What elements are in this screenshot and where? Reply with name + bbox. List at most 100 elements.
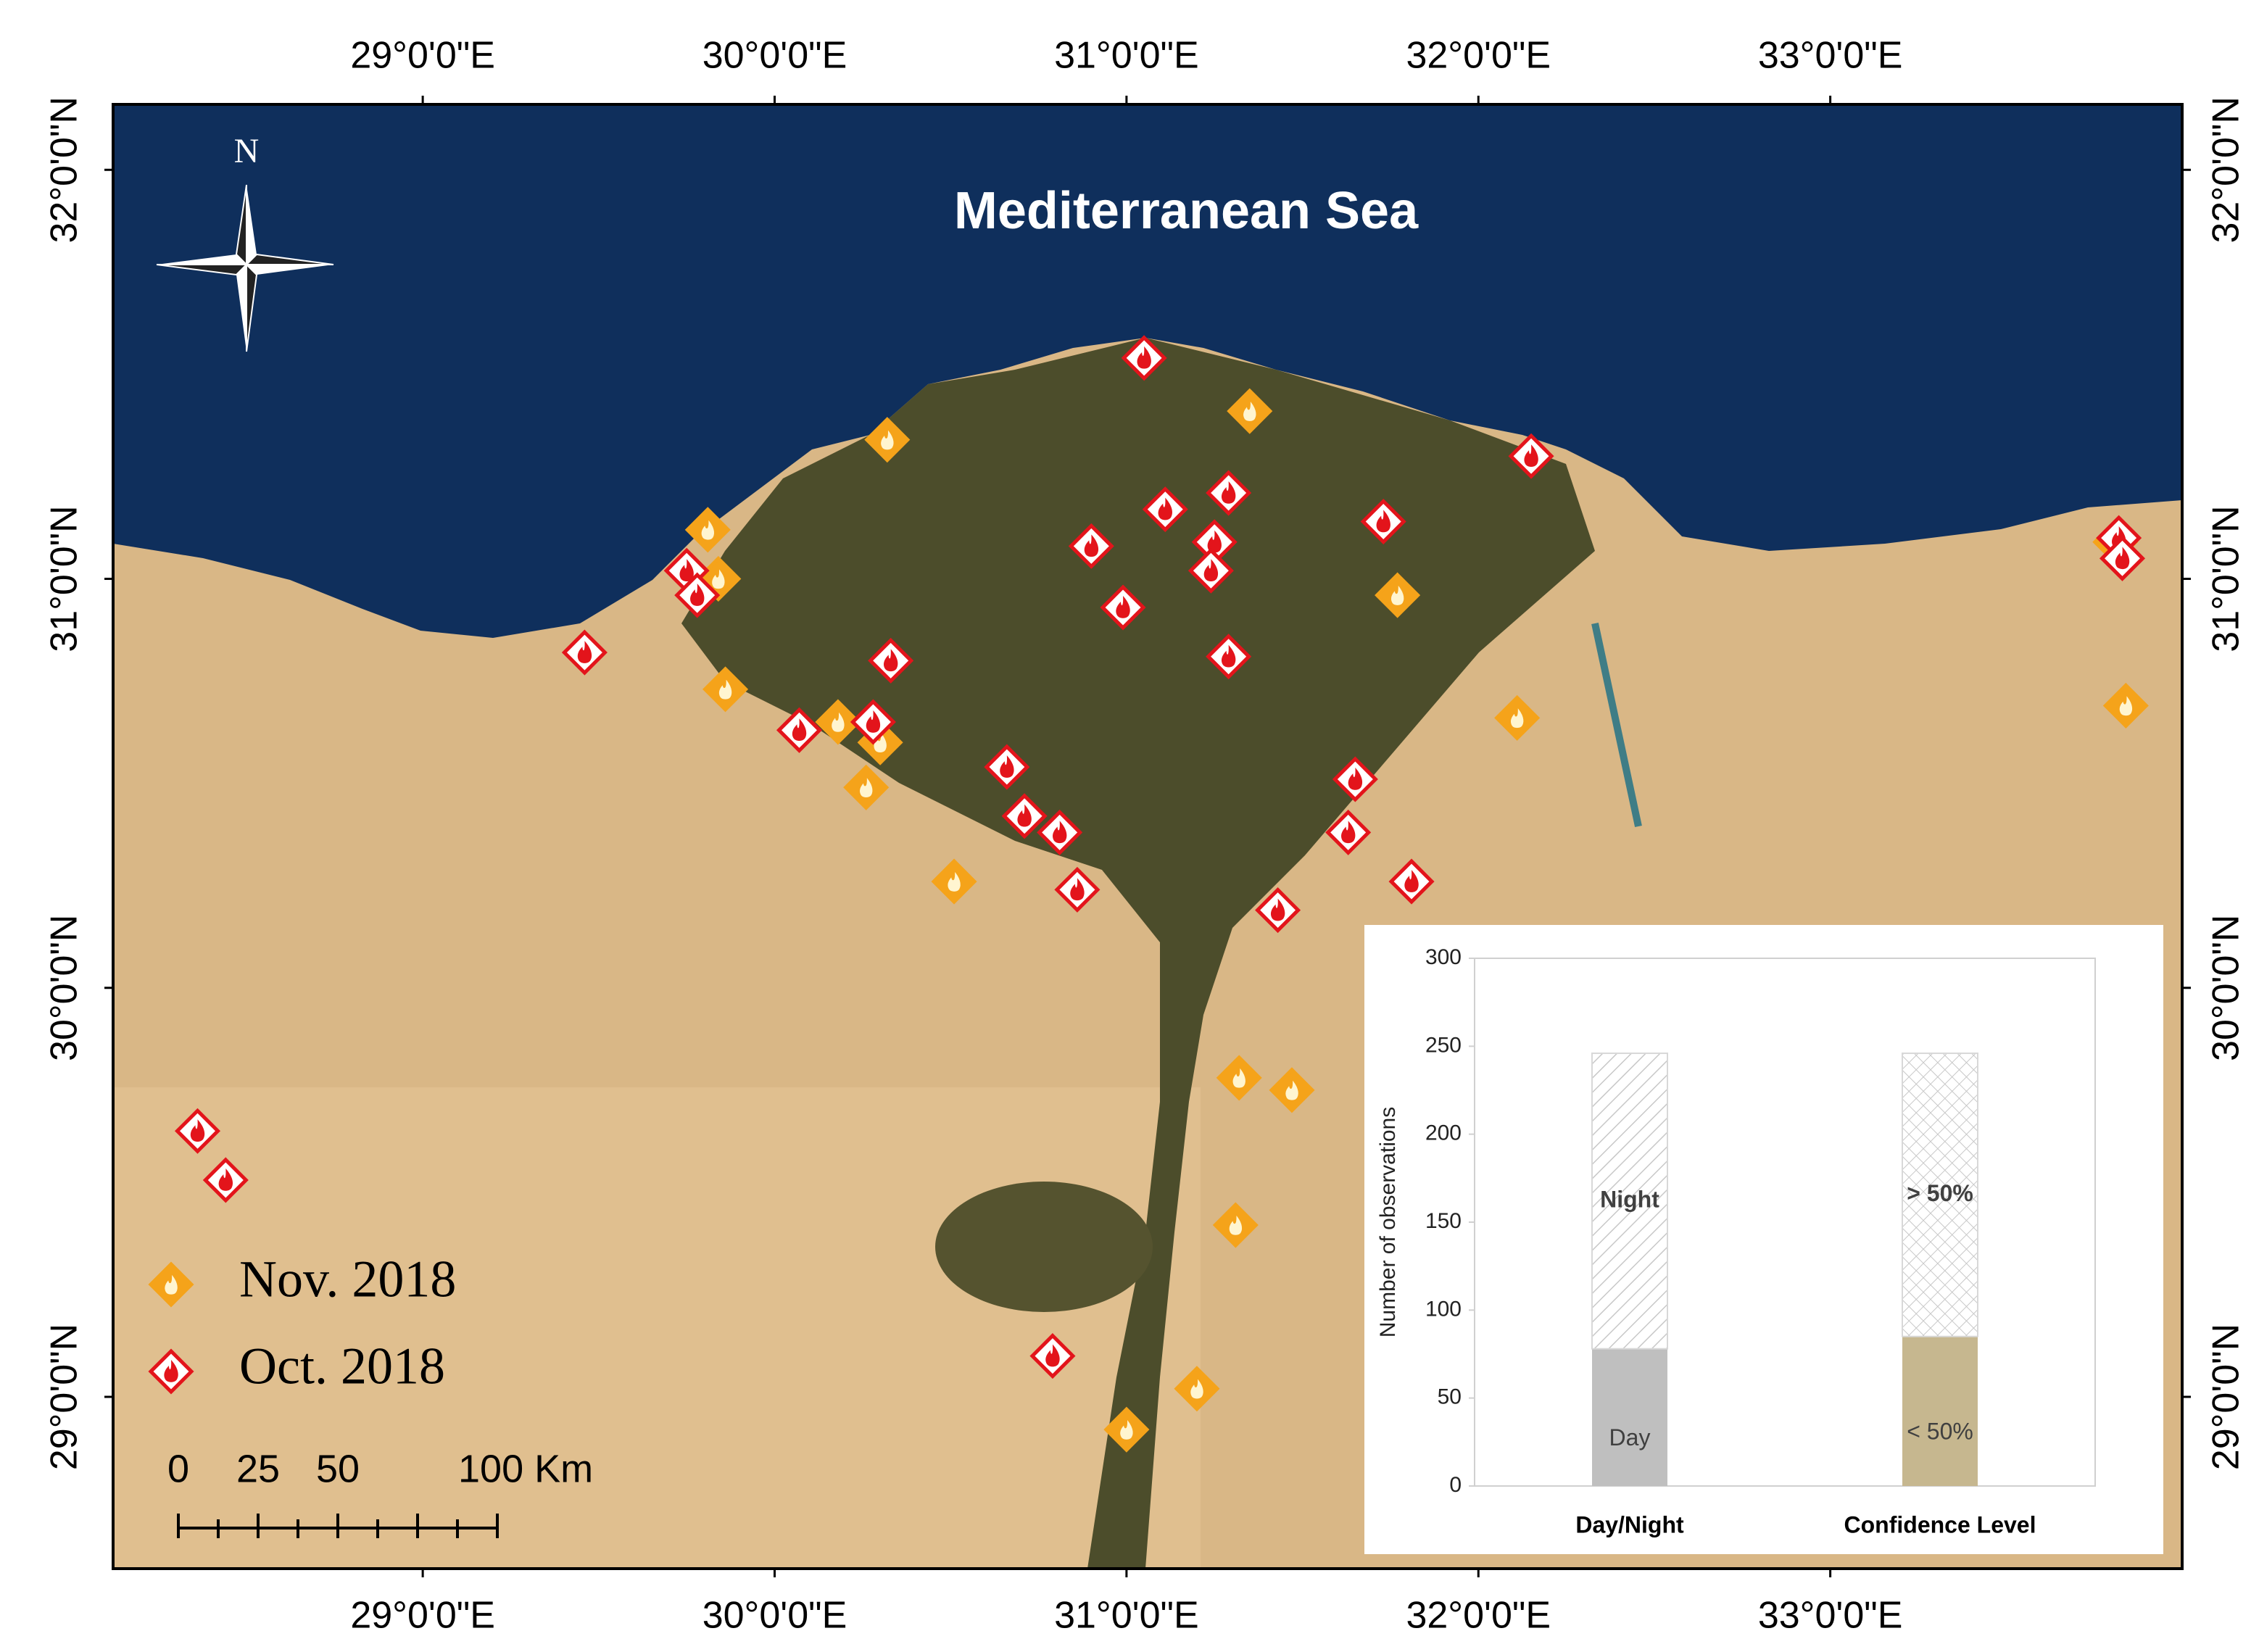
- fire-marker: [202, 1157, 249, 1203]
- marker-flame: [1242, 397, 1258, 423]
- x-tick-label: 32°0'0"E: [1406, 1595, 1551, 1637]
- fire-marker: [984, 744, 1030, 790]
- scale-label: 0: [167, 1447, 189, 1490]
- marker-flame: [792, 718, 807, 742]
- fire-marker: [1206, 470, 1252, 516]
- fire-marker: [1037, 809, 1083, 855]
- fire-marker: [1332, 756, 1378, 802]
- marker-flame: [1227, 1211, 1244, 1237]
- x-tick-label: 31°0'0"E: [1054, 1595, 1199, 1637]
- y-tick-label: 250: [1425, 1033, 1462, 1057]
- arrow-point: [246, 185, 257, 265]
- fire-marker: [1029, 1333, 1076, 1379]
- fire-marker: [702, 666, 749, 713]
- x-tick-label: 33°0'0"E: [1758, 35, 1903, 77]
- marker-flame: [1070, 878, 1085, 901]
- fire-marker: [674, 572, 721, 618]
- fire-marker: [1269, 1067, 1315, 1113]
- fire-marker: [1216, 1055, 1262, 1101]
- fire-marker: [1103, 1406, 1150, 1453]
- marker-flame: [190, 1119, 205, 1142]
- segment-label: < 50%: [1907, 1418, 1973, 1444]
- marker-flame: [218, 1168, 233, 1191]
- arrow-point: [236, 265, 246, 352]
- arrow-point: [157, 254, 246, 265]
- fire-marker: [1388, 858, 1435, 905]
- fire-marker: [1508, 433, 1554, 479]
- y-tick-label: 29°0'0"N: [43, 1324, 86, 1470]
- marker-flame: [717, 676, 734, 701]
- marker-flame: [163, 1271, 179, 1296]
- fire-marker: [1100, 584, 1146, 631]
- fire-marker: [2102, 682, 2149, 729]
- marker-flame: [830, 708, 846, 734]
- marker-flame: [872, 729, 888, 754]
- marker-flame: [1000, 755, 1014, 778]
- marker-flame: [1207, 530, 1222, 553]
- marker-flame: [1284, 1076, 1300, 1102]
- y-tick-label: 31°0'0"N: [2205, 505, 2247, 652]
- fire-marker: [1325, 809, 1372, 855]
- marker-flame: [884, 649, 898, 672]
- inset-background: [1364, 925, 2163, 1554]
- y-tick-label: 100: [1425, 1297, 1462, 1321]
- legend-label: Nov. 2018: [239, 1250, 456, 1308]
- marker-flame: [1045, 1344, 1060, 1367]
- bar-segment: [1592, 1348, 1667, 1486]
- marker-flame: [1231, 1064, 1247, 1089]
- fire-marker: [1375, 572, 1421, 618]
- marker-flame: [1509, 704, 1525, 730]
- sea: [113, 104, 2182, 638]
- scale-label: 50: [316, 1447, 360, 1490]
- scale-label: 25: [236, 1447, 280, 1490]
- marker-flame: [679, 559, 694, 581]
- segment-label: Day: [1609, 1424, 1651, 1450]
- y-tick-label: 29°0'0"N: [2205, 1324, 2247, 1470]
- fire-marker: [1212, 1202, 1259, 1248]
- fire-marker: [1068, 523, 1114, 569]
- marker-flame: [1053, 821, 1067, 844]
- marker-flame: [1341, 821, 1356, 844]
- marker-flame: [946, 868, 962, 893]
- marker-flame: [2118, 692, 2134, 718]
- marker-flame: [1376, 510, 1390, 533]
- bar-segment: [1591, 1053, 1668, 1350]
- nile-delta: [681, 338, 1595, 1569]
- x-tick-label: Confidence Level: [1844, 1511, 2036, 1537]
- fire-marker: [815, 699, 861, 745]
- x-tick-label: 30°0'0"E: [702, 35, 847, 77]
- fire-marker: [1121, 335, 1167, 381]
- marker-flame: [1270, 898, 1285, 921]
- marker-flame: [164, 1360, 178, 1382]
- desert-south: [113, 1087, 1201, 1569]
- suez-canal: [1591, 622, 1642, 828]
- x-tick-label: 31°0'0"E: [1054, 35, 1199, 77]
- marker-flame: [1348, 768, 1363, 790]
- legend-label: Oct. 2018: [239, 1337, 445, 1395]
- fire-marker: [1142, 486, 1188, 533]
- marker-flame: [1116, 596, 1130, 618]
- marker-flame: [1119, 1416, 1135, 1441]
- map-frame: [112, 103, 2184, 1570]
- marker-flame: [1524, 444, 1538, 468]
- marker-flame: [700, 516, 716, 541]
- x-tick-label: Day/Night: [1575, 1511, 1684, 1537]
- fire-marker: [1255, 887, 1301, 934]
- fire-marker: [843, 764, 890, 810]
- fire-marker: [1054, 866, 1101, 913]
- fire-marker: [864, 417, 911, 463]
- fire-marker: [931, 858, 977, 905]
- y-tick-label: 30°0'0"N: [43, 915, 86, 1061]
- fire-marker: [1206, 634, 1252, 680]
- fire-marker: [1001, 793, 1048, 839]
- fire-marker: [1360, 498, 1406, 545]
- y-tick-label: 50: [1438, 1385, 1462, 1409]
- y-tick-label: 32°0'0"N: [43, 96, 86, 243]
- fire-marker: [868, 637, 914, 684]
- marker-flame: [1017, 804, 1032, 827]
- marker-flame: [1404, 870, 1419, 892]
- sea-label: Mediterranean Sea: [954, 182, 1419, 240]
- marker-flame: [1222, 481, 1236, 504]
